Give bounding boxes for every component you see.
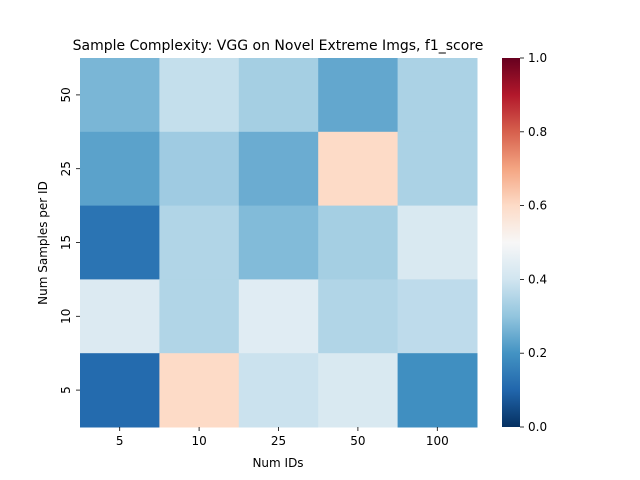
chart-title: Sample Complexity: VGG on Novel Extreme …: [73, 38, 484, 54]
heatmap-cell: [397, 58, 478, 133]
x-tick-label: 100: [426, 434, 449, 448]
heatmap-cell: [80, 353, 160, 428]
heatmap-cell: [397, 279, 478, 354]
heatmap-cell: [397, 205, 478, 280]
heatmap-cell: [159, 205, 240, 280]
heatmap-cell: [80, 279, 160, 354]
y-tick-label: 25: [59, 161, 73, 176]
heatmap-cell: [159, 131, 240, 207]
heatmap-cell: [80, 205, 160, 280]
heatmap-cell: [238, 205, 319, 280]
heatmap-cell: [238, 131, 319, 207]
heatmap-cell: [397, 353, 478, 428]
y-axis-label: Num Samples per ID: [36, 181, 50, 305]
heatmap-cell: [159, 353, 240, 428]
heatmap-cell: [238, 353, 319, 428]
x-tick-label: 50: [350, 434, 365, 448]
heatmap-cells: [80, 58, 478, 428]
colorbar-tick-label: 0.8: [528, 125, 547, 139]
colorbar-tick-label: 0.0: [528, 420, 547, 434]
x-axis: 5 10 25 50 100: [116, 427, 449, 448]
colorbar: 0.0 0.2 0.4 0.6 0.8 1.0: [502, 51, 547, 434]
colorbar-tick-label: 0.4: [528, 272, 547, 286]
y-axis: 50 25 15 10 5: [59, 87, 80, 394]
colorbar-gradient: [502, 58, 520, 427]
heatmap-cell: [238, 58, 319, 133]
heatmap-cell: [80, 58, 160, 133]
heatmap-cell: [397, 131, 478, 207]
y-tick-label: 50: [59, 87, 73, 102]
y-tick-label: 5: [59, 386, 73, 394]
heatmap-cell: [159, 58, 240, 133]
colorbar-tick-label: 1.0: [528, 51, 547, 65]
heatmap-cell: [80, 131, 160, 207]
x-tick-label: 10: [191, 434, 206, 448]
heatmap-cell: [159, 279, 240, 354]
heatmap-cell: [238, 279, 319, 354]
x-tick-label: 5: [116, 434, 124, 448]
heatmap-cell: [318, 205, 399, 280]
y-tick-label: 15: [59, 235, 73, 250]
x-axis-label: Num IDs: [252, 456, 303, 470]
heatmap-cell: [318, 131, 399, 207]
x-tick-label: 25: [271, 434, 286, 448]
colorbar-tick-label: 0.6: [528, 199, 547, 213]
colorbar-tick-label: 0.2: [528, 346, 547, 360]
y-tick-label: 10: [59, 309, 73, 324]
heatmap-cell: [318, 279, 399, 354]
heatmap-cell: [318, 58, 399, 133]
heatmap-cell: [318, 353, 399, 428]
